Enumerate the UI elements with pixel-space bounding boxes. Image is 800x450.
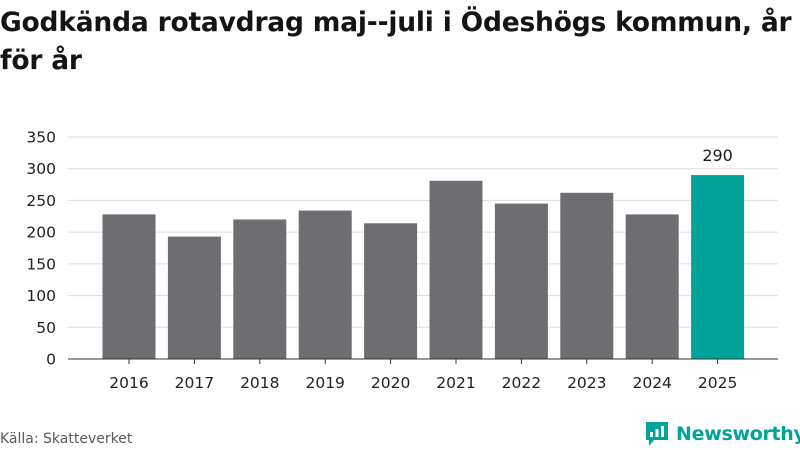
- bar-2024: [625, 214, 679, 359]
- bar-2018: [233, 219, 287, 359]
- chart-title: Godkända rotavdrag maj--juli i Ödeshögs …: [0, 7, 792, 76]
- x-tick-label: 2023: [567, 374, 606, 392]
- x-tick-label: 2025: [698, 374, 737, 392]
- x-tick-label: 2018: [240, 374, 279, 392]
- x-tick-label: 2022: [502, 374, 541, 392]
- x-axis-tick-labels: 2016 2017 2018 2019 2020 2021 2022 2023 2024 2025: [109, 359, 737, 392]
- y-tick-label: 150: [26, 255, 56, 273]
- bar-2021: [429, 180, 483, 359]
- x-tick-label: 2024: [632, 374, 671, 392]
- y-tick-label: 300: [26, 160, 56, 178]
- y-tick-label: 250: [26, 192, 56, 210]
- bar-2020: [364, 223, 418, 359]
- bar-2025: [691, 175, 745, 359]
- y-tick-label: 100: [26, 287, 56, 305]
- y-tick-label: 0: [46, 351, 56, 369]
- brand-logo: Newsworthy: [644, 420, 800, 448]
- bar-2016: [102, 214, 156, 359]
- data-labels: 290: [702, 146, 733, 165]
- source-note: Källa: Skatteverket: [0, 431, 133, 447]
- bar-2019: [298, 210, 352, 359]
- data-label: 290: [702, 146, 733, 165]
- x-tick-label: 2019: [305, 374, 344, 392]
- bar-2017: [167, 236, 221, 359]
- brand-name: Newsworthy: [676, 423, 800, 445]
- x-tick-label: 2017: [175, 374, 214, 392]
- y-tick-label: 50: [36, 319, 56, 337]
- y-tick-label: 200: [26, 224, 56, 242]
- bar-2022: [494, 203, 548, 359]
- newsworthy-logo-icon: [646, 422, 668, 446]
- y-tick-label: 350: [26, 129, 56, 147]
- y-axis-tick-labels: 0 50 100 150 200 250 300 350: [26, 129, 56, 369]
- x-tick-label: 2020: [371, 374, 410, 392]
- x-tick-label: 2021: [436, 374, 475, 392]
- x-tick-label: 2016: [109, 374, 148, 392]
- bar-2023: [560, 192, 614, 359]
- bars: [102, 175, 745, 359]
